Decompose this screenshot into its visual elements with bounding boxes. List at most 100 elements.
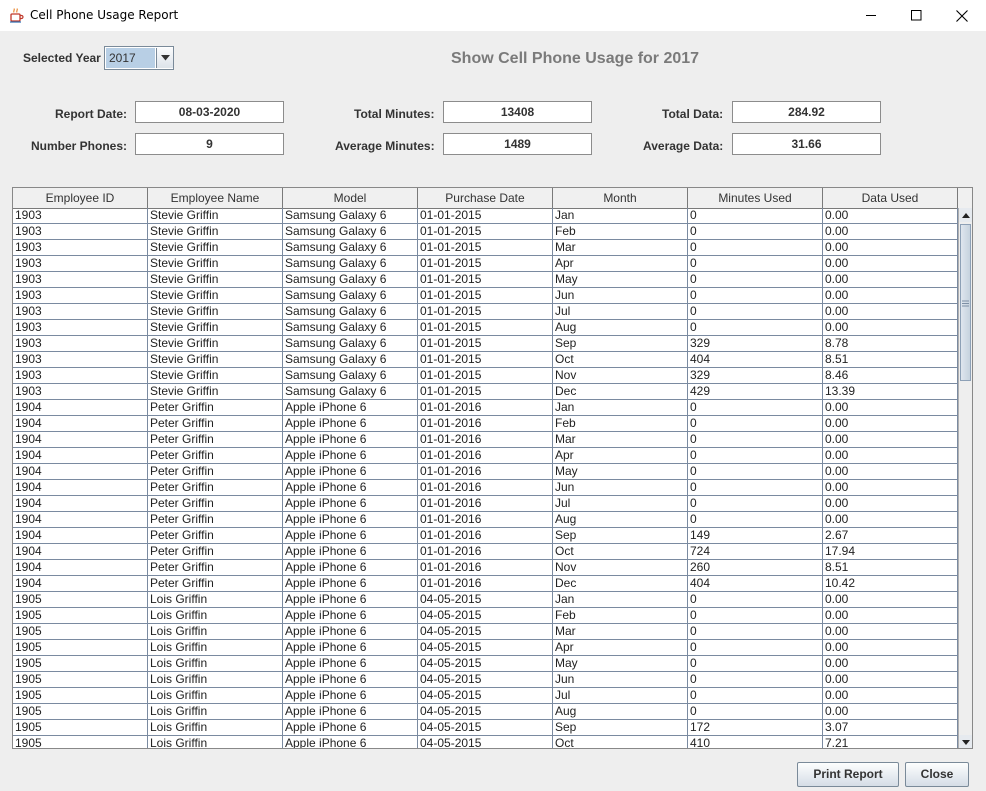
year-select-arrow[interactable]	[156, 48, 173, 68]
table-row[interactable]: 1903 Stevie Griffin Samsung Galaxy 6 01-01-…	[13, 304, 958, 320]
table-cell: 0.00	[823, 416, 958, 432]
scrollbar-thumb[interactable]	[960, 224, 971, 381]
table-cell: 0	[688, 416, 823, 432]
table-row[interactable]: 1903 Stevie Griffin Samsung Galaxy 6 01-01-…	[13, 368, 958, 384]
column-header[interactable]: Model	[283, 188, 418, 208]
table-row[interactable]: 1903 Stevie Griffin Samsung Galaxy 6 01-01-…	[13, 320, 958, 336]
table-cell: Samsung Galaxy 6	[283, 224, 418, 240]
table-row[interactable]: 1905 Lois Griffin Apple iPhone 6 04-05-2015…	[13, 656, 958, 672]
minimize-button[interactable]	[848, 0, 894, 31]
table-row[interactable]: 1903 Stevie Griffin Samsung Galaxy 6 01-01-…	[13, 240, 958, 256]
table-cell: 10.42	[823, 576, 958, 592]
table-row[interactable]: 1904 Peter Griffin Apple iPhone 6 01-01-201…	[13, 416, 958, 432]
vertical-scrollbar[interactable]	[958, 208, 972, 748]
table-cell: 0	[688, 320, 823, 336]
column-header[interactable]: Data Used	[823, 188, 958, 208]
table-cell: 04-05-2015	[418, 608, 553, 624]
column-header[interactable]: Employee Name	[148, 188, 283, 208]
table-row[interactable]: 1904 Peter Griffin Apple iPhone 6 01-01-201…	[13, 512, 958, 528]
table-row[interactable]: 1903 Stevie Griffin Samsung Galaxy 6 01-01-…	[13, 288, 958, 304]
number-phones-label: Number Phones:	[31, 139, 128, 153]
close-button[interactable]: Close	[905, 762, 969, 787]
table-row[interactable]: 1905 Lois Griffin Apple iPhone 6 04-05-2015…	[13, 720, 958, 736]
table-row[interactable]: 1904 Peter Griffin Apple iPhone 6 01-01-201…	[13, 432, 958, 448]
table-cell: Apple iPhone 6	[283, 608, 418, 624]
table-cell: Apple iPhone 6	[283, 432, 418, 448]
table-row[interactable]: 1903 Stevie Griffin Samsung Galaxy 6 01-01-…	[13, 208, 958, 224]
table-cell: Apple iPhone 6	[283, 496, 418, 512]
table-cell: 1905	[13, 640, 148, 656]
table-row[interactable]: 1904 Peter Griffin Apple iPhone 6 01-01-201…	[13, 544, 958, 560]
table-body[interactable]: 1903 Stevie Griffin Samsung Galaxy 6 01-01-…	[13, 208, 958, 748]
table-row[interactable]: 1905 Lois Griffin Apple iPhone 6 04-05-2015…	[13, 688, 958, 704]
table-cell: Mar	[553, 624, 688, 640]
average-data-label: Average Data:	[643, 139, 724, 153]
table-row[interactable]: 1903 Stevie Griffin Samsung Galaxy 6 01-01-…	[13, 272, 958, 288]
table-cell: 410	[688, 736, 823, 748]
table-row[interactable]: 1904 Peter Griffin Apple iPhone 6 01-01-201…	[13, 448, 958, 464]
total-data-label: Total Data:	[662, 107, 724, 121]
table-cell: 01-01-2015	[418, 240, 553, 256]
table-cell: Peter Griffin	[148, 464, 283, 480]
table-cell: Apple iPhone 6	[283, 736, 418, 748]
maximize-button[interactable]	[893, 0, 939, 31]
table-cell: 0	[688, 592, 823, 608]
table-cell: Aug	[553, 512, 688, 528]
table-cell: 01-01-2016	[418, 512, 553, 528]
table-cell: 0	[688, 208, 823, 224]
table-cell: 1903	[13, 304, 148, 320]
table-row[interactable]: 1905 Lois Griffin Apple iPhone 6 04-05-2015…	[13, 704, 958, 720]
table-cell: 01-01-2015	[418, 320, 553, 336]
table-cell: 01-01-2015	[418, 224, 553, 240]
table-row[interactable]: 1905 Lois Griffin Apple iPhone 6 04-05-2015…	[13, 624, 958, 640]
table-cell: 01-01-2016	[418, 560, 553, 576]
table-cell: 17.94	[823, 544, 958, 560]
column-header[interactable]: Employee ID	[13, 188, 148, 208]
table-row[interactable]: 1904 Peter Griffin Apple iPhone 6 01-01-201…	[13, 528, 958, 544]
table-row[interactable]: 1904 Peter Griffin Apple iPhone 6 01-01-201…	[13, 496, 958, 512]
year-select-value: 2017	[106, 48, 155, 68]
print-report-button[interactable]: Print Report	[797, 762, 899, 787]
table-row[interactable]: 1905 Lois Griffin Apple iPhone 6 04-05-2015…	[13, 592, 958, 608]
table-row[interactable]: 1903 Stevie Griffin Samsung Galaxy 6 01-01-…	[13, 256, 958, 272]
year-select[interactable]: 2017	[104, 46, 174, 70]
close-window-button[interactable]	[939, 0, 985, 31]
table-cell: Lois Griffin	[148, 608, 283, 624]
table-row[interactable]: 1903 Stevie Griffin Samsung Galaxy 6 01-01-…	[13, 336, 958, 352]
table-cell: 01-01-2015	[418, 288, 553, 304]
table-cell: Samsung Galaxy 6	[283, 288, 418, 304]
table-cell: Aug	[553, 704, 688, 720]
column-header[interactable]: Minutes Used	[688, 188, 823, 208]
table-row[interactable]: 1905 Lois Griffin Apple iPhone 6 04-05-2015…	[13, 736, 958, 748]
table-row[interactable]: 1904 Peter Griffin Apple iPhone 6 01-01-201…	[13, 464, 958, 480]
table-cell: 01-01-2016	[418, 464, 553, 480]
column-header[interactable]: Month	[553, 188, 688, 208]
table-cell: Aug	[553, 320, 688, 336]
table-cell: Apple iPhone 6	[283, 688, 418, 704]
column-header[interactable]: Purchase Date	[418, 188, 553, 208]
table-cell: Jan	[553, 208, 688, 224]
table-cell: Oct	[553, 544, 688, 560]
table-row[interactable]: 1905 Lois Griffin Apple iPhone 6 04-05-2015…	[13, 640, 958, 656]
table-row[interactable]: 1903 Stevie Griffin Samsung Galaxy 6 01-01-…	[13, 224, 958, 240]
table-cell: Apr	[553, 256, 688, 272]
table-row[interactable]: 1903 Stevie Griffin Samsung Galaxy 6 01-01-…	[13, 352, 958, 368]
table-row[interactable]: 1905 Lois Griffin Apple iPhone 6 04-05-2015…	[13, 608, 958, 624]
scroll-up-button[interactable]	[959, 208, 972, 222]
table-row[interactable]: 1904 Peter Griffin Apple iPhone 6 01-01-201…	[13, 560, 958, 576]
selected-year-label: Selected Year	[23, 51, 101, 65]
table-cell: 0	[688, 640, 823, 656]
table-cell: Mar	[553, 432, 688, 448]
table-row[interactable]: 1903 Stevie Griffin Samsung Galaxy 6 01-01-…	[13, 384, 958, 400]
table-row[interactable]: 1905 Lois Griffin Apple iPhone 6 04-05-2015…	[13, 672, 958, 688]
table-cell: Apple iPhone 6	[283, 640, 418, 656]
table-row[interactable]: 1904 Peter Griffin Apple iPhone 6 01-01-201…	[13, 400, 958, 416]
table-cell: 0	[688, 480, 823, 496]
table-cell: Lois Griffin	[148, 592, 283, 608]
scroll-down-button[interactable]	[959, 735, 972, 748]
table-cell: 1903	[13, 208, 148, 224]
table-row[interactable]: 1904 Peter Griffin Apple iPhone 6 01-01-201…	[13, 480, 958, 496]
usage-table[interactable]: Employee ID Employee Name Model Purchase Da…	[12, 187, 973, 749]
table-row[interactable]: 1904 Peter Griffin Apple iPhone 6 01-01-201…	[13, 576, 958, 592]
average-minutes-field: 1489	[443, 133, 592, 155]
